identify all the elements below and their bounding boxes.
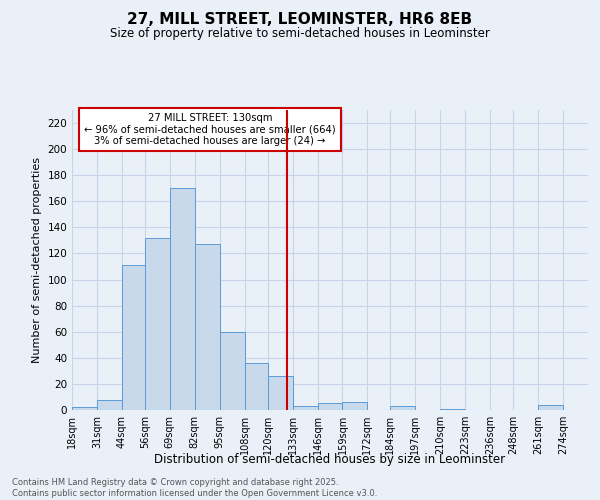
Bar xyxy=(293,406,317,410)
Bar xyxy=(440,408,465,410)
Text: Contains HM Land Registry data © Crown copyright and database right 2025.
Contai: Contains HM Land Registry data © Crown c… xyxy=(12,478,377,498)
Text: Distribution of semi-detached houses by size in Leominster: Distribution of semi-detached houses by … xyxy=(154,452,506,466)
Bar xyxy=(72,408,97,410)
Text: Size of property relative to semi-detached houses in Leominster: Size of property relative to semi-detach… xyxy=(110,28,490,40)
Bar xyxy=(170,188,195,410)
Text: 27, MILL STREET, LEOMINSTER, HR6 8EB: 27, MILL STREET, LEOMINSTER, HR6 8EB xyxy=(127,12,473,28)
Bar xyxy=(195,244,220,410)
Bar xyxy=(538,405,563,410)
Bar xyxy=(97,400,122,410)
Bar xyxy=(343,402,367,410)
Bar xyxy=(391,406,415,410)
Bar xyxy=(245,363,268,410)
Bar xyxy=(122,265,145,410)
Bar xyxy=(268,376,293,410)
Bar xyxy=(220,332,245,410)
Bar xyxy=(317,404,343,410)
Text: 27 MILL STREET: 130sqm
← 96% of semi-detached houses are smaller (664)
3% of sem: 27 MILL STREET: 130sqm ← 96% of semi-det… xyxy=(84,112,336,146)
Y-axis label: Number of semi-detached properties: Number of semi-detached properties xyxy=(32,157,42,363)
Bar xyxy=(145,238,170,410)
